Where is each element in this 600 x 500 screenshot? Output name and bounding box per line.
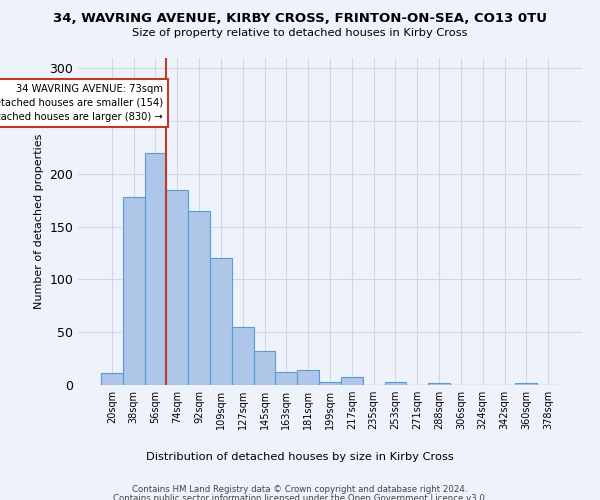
Bar xyxy=(232,327,254,385)
Bar xyxy=(188,210,210,385)
Bar xyxy=(210,258,232,385)
Bar xyxy=(385,382,406,385)
Text: 34, WAVRING AVENUE, KIRBY CROSS, FRINTON-ON-SEA, CO13 0TU: 34, WAVRING AVENUE, KIRBY CROSS, FRINTON… xyxy=(53,12,547,26)
Y-axis label: Number of detached properties: Number of detached properties xyxy=(34,134,44,309)
Bar xyxy=(428,383,450,385)
Bar xyxy=(515,383,537,385)
Bar xyxy=(275,372,297,385)
Text: Size of property relative to detached houses in Kirby Cross: Size of property relative to detached ho… xyxy=(132,28,468,38)
Bar xyxy=(145,152,166,385)
Text: Distribution of detached houses by size in Kirby Cross: Distribution of detached houses by size … xyxy=(146,452,454,462)
Text: Contains HM Land Registry data © Crown copyright and database right 2024.: Contains HM Land Registry data © Crown c… xyxy=(132,485,468,494)
Bar xyxy=(166,190,188,385)
Bar xyxy=(101,374,123,385)
Text: Contains public sector information licensed under the Open Government Licence v3: Contains public sector information licen… xyxy=(113,494,487,500)
Bar xyxy=(254,351,275,385)
Bar xyxy=(319,382,341,385)
Bar xyxy=(341,376,363,385)
Text: 34 WAVRING AVENUE: 73sqm
← 15% of detached houses are smaller (154)
83% of semi-: 34 WAVRING AVENUE: 73sqm ← 15% of detach… xyxy=(0,84,163,122)
Bar xyxy=(123,197,145,385)
Bar xyxy=(297,370,319,385)
